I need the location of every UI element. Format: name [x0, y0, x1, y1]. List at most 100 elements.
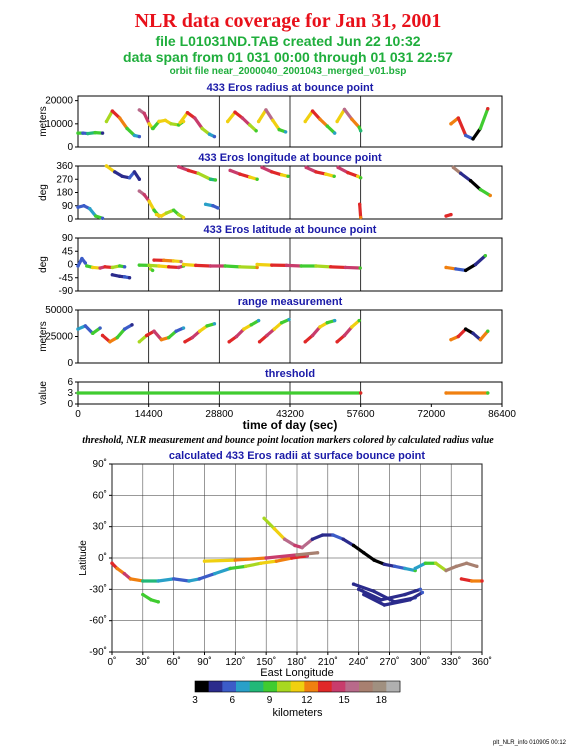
- track-segment: [372, 589, 397, 604]
- data-point: [351, 582, 356, 586]
- data-point: [88, 206, 92, 211]
- data-point: [318, 325, 322, 329]
- data-point: [486, 107, 490, 111]
- data-point: [104, 119, 109, 124]
- data-point: [122, 265, 127, 269]
- track-segment: [270, 170, 284, 177]
- chart-panel-6: calculated 433 Eros radii at surface bou…: [78, 450, 492, 679]
- series-track: [451, 165, 492, 198]
- series-track: [444, 212, 453, 218]
- y-tick-label: -90: [59, 286, 74, 297]
- data-point: [325, 321, 329, 325]
- data-point: [216, 206, 220, 210]
- colorbar-tick-label: 18: [376, 695, 388, 706]
- data-point: [151, 126, 155, 131]
- track-segment: [197, 572, 217, 581]
- y-tick-label: -60˚: [89, 615, 107, 627]
- panel-title: 433 Eros latitude at bounce point: [204, 224, 377, 236]
- track-segment: [310, 325, 322, 338]
- track-segment: [393, 564, 407, 571]
- track-segment: [473, 254, 487, 267]
- chart-panel-1: 433 Eros radius at bounce point 0 10000 200…: [38, 82, 503, 153]
- data-point: [341, 537, 345, 541]
- data-point: [287, 317, 291, 322]
- colorbar-swatch: [359, 681, 374, 692]
- data-point: [240, 116, 245, 120]
- data-point: [167, 335, 171, 340]
- data-point: [212, 134, 217, 139]
- data-point: [181, 215, 186, 220]
- data-point: [110, 109, 115, 113]
- data-point: [449, 212, 453, 217]
- data-point: [120, 174, 124, 179]
- track-segment: [444, 564, 458, 573]
- data-point: [198, 329, 202, 333]
- track-segment: [228, 564, 248, 571]
- track-segment: [256, 108, 268, 124]
- data-point: [93, 214, 98, 218]
- panel-title: calculated 433 Eros radii at surface bou…: [169, 450, 425, 462]
- data-point: [196, 171, 200, 176]
- track-segment: [464, 561, 479, 568]
- y-tick-label: 0: [67, 358, 73, 369]
- data-point: [80, 256, 84, 261]
- data-point: [332, 174, 336, 179]
- track-segment: [335, 107, 347, 124]
- data-point: [76, 131, 80, 135]
- colorbar-tick-label: 3: [192, 695, 198, 706]
- chart-panel-2: 433 Eros longitude at bounce point 0 90 180…: [38, 152, 503, 225]
- series-track: [137, 263, 186, 270]
- data-point: [145, 333, 149, 338]
- track-segment: [233, 556, 268, 562]
- y-tick-label: 0˚: [98, 552, 107, 564]
- data-point: [254, 129, 258, 133]
- series-track: [449, 107, 490, 141]
- chart-panel-5: threshold 036 value 0 14400 28800 43200 57600 72…: [38, 368, 516, 432]
- series-track: [303, 318, 337, 344]
- series-track: [335, 318, 361, 344]
- colorbar-swatch: [290, 681, 305, 692]
- data-point: [225, 119, 230, 124]
- data-point: [81, 131, 85, 135]
- data-point: [98, 266, 102, 270]
- data-point: [203, 202, 208, 206]
- data-point: [392, 564, 397, 569]
- data-point: [310, 333, 315, 338]
- data-point: [480, 579, 484, 583]
- data-point: [262, 516, 266, 521]
- track-segment: [468, 179, 483, 192]
- data-point: [156, 600, 160, 604]
- data-point: [137, 263, 142, 267]
- data-point: [137, 134, 142, 139]
- y-tick-label: 6: [67, 377, 73, 388]
- series-track: [356, 587, 423, 602]
- data-point: [118, 264, 122, 268]
- data-point: [152, 208, 156, 212]
- track-segment: [351, 543, 366, 555]
- data-point: [418, 587, 423, 592]
- data-point: [141, 579, 145, 583]
- data-point: [152, 258, 156, 262]
- y-tick-label: 30˚: [93, 521, 107, 533]
- data-point: [179, 259, 183, 264]
- data-point: [238, 265, 242, 269]
- track-segment: [156, 577, 176, 583]
- track-segment: [115, 327, 127, 340]
- data-point: [272, 327, 276, 331]
- track-segment: [181, 262, 198, 267]
- data-point: [488, 193, 492, 198]
- data-point: [164, 211, 169, 215]
- series-track: [303, 109, 337, 135]
- data-point: [468, 179, 473, 183]
- track-segment: [413, 561, 428, 571]
- color-note: threshold, NLR measurement and bounce po…: [82, 435, 494, 446]
- data-point: [270, 263, 274, 267]
- track-segment: [382, 598, 412, 607]
- data-point: [213, 571, 217, 576]
- data-point: [208, 264, 213, 268]
- x-tick-label: 14400: [135, 409, 163, 420]
- y-tick-label: 90: [62, 233, 74, 244]
- data-point: [318, 117, 322, 121]
- series-track: [444, 253, 488, 273]
